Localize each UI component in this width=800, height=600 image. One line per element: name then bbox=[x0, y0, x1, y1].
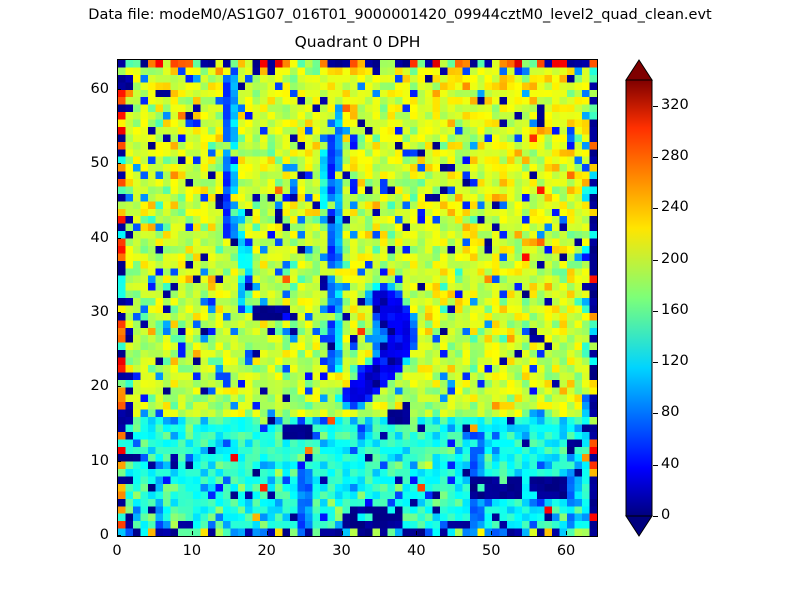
colorbar-tick-mark bbox=[653, 310, 658, 312]
x-tick-label: 10 bbox=[182, 543, 202, 559]
colorbar-tick-mark bbox=[653, 105, 658, 107]
x-tick-mark bbox=[416, 531, 418, 535]
colorbar-tick-mark bbox=[653, 259, 658, 261]
colorbar-tick-label: 40 bbox=[661, 455, 680, 472]
colorbar-tick-label: 120 bbox=[661, 353, 689, 370]
colorbar-body bbox=[625, 79, 653, 517]
colorbar-tick-mark bbox=[653, 208, 658, 210]
colorbar-tick-mark bbox=[653, 362, 658, 364]
y-tick-label: 0 bbox=[99, 527, 109, 543]
colorbar-extend-min-arrow bbox=[625, 515, 653, 537]
x-tick-mark bbox=[566, 531, 568, 535]
y-tick-mark bbox=[117, 237, 121, 239]
y-tick-mark bbox=[117, 460, 121, 462]
heatmap-plot-area[interactable] bbox=[117, 59, 598, 537]
x-tick-label: 60 bbox=[556, 543, 576, 559]
y-tick-label: 40 bbox=[90, 229, 109, 246]
y-tick-label: 60 bbox=[90, 80, 109, 97]
y-tick-label: 20 bbox=[90, 378, 109, 395]
y-tick-mark bbox=[117, 311, 121, 313]
x-tick-mark bbox=[341, 531, 343, 535]
x-tick-mark bbox=[191, 531, 193, 535]
colorbar-tick-mark bbox=[653, 156, 658, 158]
y-tick-label: 30 bbox=[90, 303, 109, 320]
colorbar-tick-mark bbox=[653, 464, 658, 466]
axes-title: Quadrant 0 DPH bbox=[294, 33, 421, 51]
colorbar[interactable]: 0 40 80 120 160 200 240 280 320 bbox=[625, 59, 689, 537]
heatmap-image bbox=[118, 60, 597, 536]
colorbar-tick-label: 80 bbox=[661, 404, 680, 421]
x-tick-label: 40 bbox=[407, 543, 426, 559]
colorbar-tick-mark bbox=[653, 413, 658, 415]
y-tick-mark bbox=[117, 163, 121, 165]
x-tick-label: 0 bbox=[112, 543, 122, 559]
x-tick-label: 20 bbox=[257, 543, 276, 559]
colorbar-gradient bbox=[625, 59, 653, 537]
colorbar-tick-mark bbox=[653, 516, 658, 517]
x-tick-label: 50 bbox=[481, 543, 501, 559]
figure-suptitle: Data file: modeM0/AS1G07_016T01_90000014… bbox=[88, 7, 712, 23]
colorbar-tick-label: 320 bbox=[661, 96, 689, 113]
x-tick-label: 30 bbox=[332, 543, 351, 559]
y-tick-label: 10 bbox=[90, 452, 109, 469]
colorbar-extend-max-arrow bbox=[625, 59, 653, 81]
x-tick-mark bbox=[491, 531, 493, 535]
x-tick-mark bbox=[266, 531, 268, 535]
colorbar-tick-label: 280 bbox=[661, 147, 689, 164]
y-tick-mark bbox=[117, 535, 121, 536]
colorbar-tick-label: 200 bbox=[661, 250, 689, 267]
y-tick-label: 50 bbox=[90, 155, 109, 172]
colorbar-tick-label: 160 bbox=[661, 301, 689, 318]
x-tick-mark bbox=[117, 531, 118, 535]
y-tick-mark bbox=[117, 386, 121, 388]
colorbar-tick-label: 0 bbox=[661, 507, 671, 523]
y-tick-mark bbox=[117, 88, 121, 90]
colorbar-tick-label: 240 bbox=[661, 199, 689, 216]
